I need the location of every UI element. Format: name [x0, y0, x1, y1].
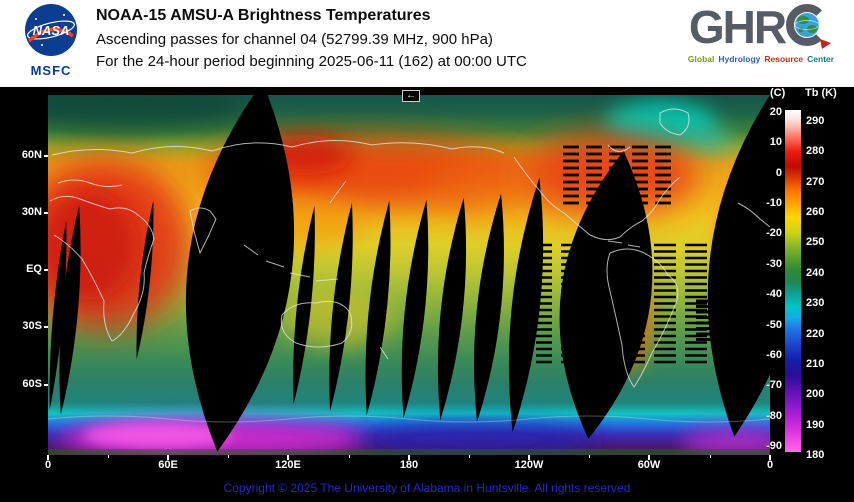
- svg-text:NASA: NASA: [33, 23, 70, 38]
- x-axis-tick: [589, 455, 590, 458]
- x-axis-label: 0: [44, 459, 52, 471]
- colorbar-tick-kelvin: 280: [806, 145, 825, 158]
- x-axis-label: 60W: [637, 459, 661, 471]
- y-axis-label: EQ: [26, 263, 42, 275]
- colorbar-tick-kelvin: 260: [806, 206, 825, 219]
- colorbar-tick-celsius: -60: [766, 348, 782, 361]
- x-axis-tick: [648, 455, 650, 460]
- header-titles: NOAA-15 AMSU-A Brightness Temperatures A…: [96, 7, 527, 75]
- y-axis-tick: [44, 384, 48, 386]
- page-title: NOAA-15 AMSU-A Brightness Temperatures: [96, 7, 431, 24]
- missing-scanline-dashes: [536, 145, 770, 364]
- ghrc-tagline-word: Resource: [764, 54, 804, 64]
- colorbar-tick-celsius: -20: [766, 227, 782, 240]
- y-axis-tick: [44, 326, 48, 328]
- x-axis-tick: [228, 455, 229, 458]
- ghrc-logo: GHR Global Hydrology Resource Center: [671, 1, 851, 64]
- x-axis-tick: [710, 455, 711, 458]
- y-axis-label: 60N: [21, 149, 42, 161]
- orbit-start-arrow-icon: ←: [402, 90, 420, 102]
- data-gap-swaths: [49, 95, 770, 452]
- y-axis-label: 30N: [21, 206, 42, 218]
- nasa-center-label: MSFC: [30, 63, 72, 78]
- y-axis-tick: [44, 155, 48, 157]
- x-axis-label: 120W: [514, 459, 544, 471]
- colorbar-tick-kelvin: 230: [806, 297, 825, 310]
- colorbar-tick-kelvin: 290: [806, 115, 825, 127]
- x-axis-tick: [528, 455, 530, 460]
- colorbar-tick-kelvin: 210: [806, 357, 825, 370]
- y-axis-tick: [44, 212, 48, 214]
- ghrc-tagline: Global Hydrology Resource Center: [671, 54, 851, 64]
- x-axis-tick: [349, 455, 350, 458]
- nasa-logo: NASA MSFC: [10, 3, 92, 78]
- x-axis-label: 180: [399, 459, 419, 471]
- channel-subtitle: Ascending passes for channel 04 (52799.3…: [96, 31, 493, 48]
- x-axis-label: 60E: [158, 459, 178, 471]
- x-axis-label: 120E: [275, 459, 301, 471]
- colorbar-tick-kelvin: 220: [806, 327, 825, 340]
- period-subtitle: For the 24-hour period beginning 2025-06…: [96, 53, 527, 70]
- colorbar-tick-celsius: -80: [766, 409, 782, 422]
- colorbar-tick-kelvin: 180: [806, 448, 825, 461]
- colorbar-tick-celsius: -10: [766, 197, 782, 210]
- x-axis-tick: [47, 455, 49, 460]
- y-axis-tick: [44, 269, 48, 271]
- ghrc-tagline-word: Hydrology: [718, 54, 761, 64]
- colorbar-gradient: [785, 110, 801, 452]
- x-axis-label: 0: [766, 459, 774, 471]
- colorbar-unit-celsius: (C): [770, 87, 786, 99]
- x-axis-tick: [408, 455, 410, 460]
- colorbar-tick-celsius: -90: [766, 439, 782, 452]
- colorbar-kelvin-scale: 290 280 270 260 250 240 230 220 210 200 …: [806, 115, 842, 461]
- colorbar-tick-kelvin: 270: [806, 175, 825, 188]
- x-axis-tick: [167, 455, 169, 460]
- header: NASA MSFC NOAA-15 AMSU-A Brightness Temp…: [0, 0, 854, 87]
- colorbar-tick-kelvin: 240: [806, 266, 825, 279]
- colorbar-tick-kelvin: 190: [806, 418, 825, 431]
- colorbar-tick-kelvin: 250: [806, 236, 825, 249]
- colorbar-tick-celsius: 20: [769, 106, 782, 118]
- x-axis-tick: [469, 455, 470, 458]
- x-axis-tick: [287, 455, 289, 460]
- brightness-temperature-map: [48, 95, 770, 455]
- colorbar-tick-celsius: -40: [766, 288, 782, 301]
- colorbar-tick-celsius: 10: [769, 136, 782, 149]
- colorbar-tick-celsius: -70: [766, 379, 782, 392]
- colorbar-tick-celsius: 0: [775, 166, 782, 179]
- map-image: [48, 95, 770, 455]
- footer-copyright: Copyright © 2025 The University of Alaba…: [223, 481, 631, 495]
- ghrc-tagline-word: Center: [807, 54, 835, 64]
- coastline-outlines: [48, 108, 770, 423]
- colorbar-tick-celsius: -30: [766, 257, 782, 270]
- ghrc-globe-icon: [786, 4, 832, 49]
- x-axis-tick: [769, 455, 771, 460]
- colorbar-celsius-scale: 20 10 0 -10 -20 -30 -40 -50 -60 -70 -80 …: [740, 106, 782, 452]
- ghrc-pointer-icon: [820, 39, 832, 49]
- ghrc-acronym: GHR: [688, 1, 787, 53]
- x-axis-tick: [108, 455, 109, 458]
- y-axis-label: 60S: [22, 378, 42, 390]
- y-axis-label: 30S: [22, 320, 42, 332]
- nasa-meatball-icon: NASA: [25, 4, 77, 56]
- ghrc-tagline-word: Global: [687, 54, 715, 64]
- colorbar-tick-celsius: -50: [766, 318, 782, 331]
- colorbar-tick-kelvin: 200: [806, 388, 825, 401]
- colorbar-unit-kelvin: Tb (K): [805, 87, 837, 99]
